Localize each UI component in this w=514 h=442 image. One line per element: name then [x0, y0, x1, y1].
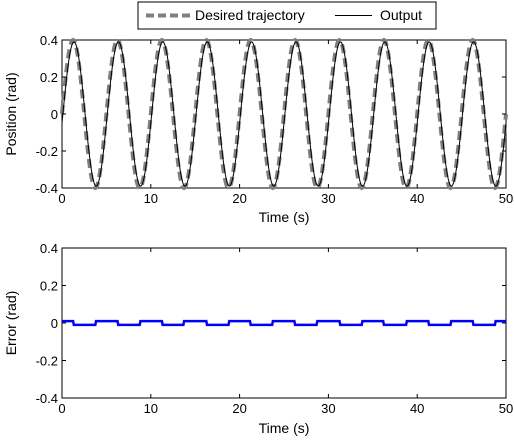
legend: Desired trajectory Output [137, 1, 437, 30]
legend-label-desired: Desired trajectory [195, 7, 305, 23]
position-plot-xtick-label: 40 [410, 191, 424, 206]
position-plot-series [60, 37, 508, 191]
error-plot-xtick-label: 10 [144, 401, 158, 416]
position-plot-xtick-label: 20 [232, 191, 246, 206]
error-plot-series [62, 319, 506, 327]
error-plot-xtick-label: 40 [410, 401, 424, 416]
position-plot-xlabel: Time (s) [259, 209, 310, 225]
error-plot-area [61, 247, 507, 399]
position-plot-series-line-0 [60, 37, 508, 191]
position-plot-area [61, 39, 507, 189]
legend-label-output: Output [380, 7, 422, 23]
error-plot-xtick-label: 50 [499, 401, 513, 416]
error-plot-ytick-label: -0.2 [36, 354, 58, 369]
position-plot-xtick-label: 10 [144, 191, 158, 206]
position-plot: 0 10 20 30 40 50 0.4 0.2 0 -0.2 -0.4 Time (s) Posi… [3, 33, 513, 225]
error-plot-ytick-label: -0.4 [36, 391, 58, 406]
error-plot-series-line-0 [62, 319, 506, 327]
error-plot-ytick-label: 0.2 [40, 279, 58, 294]
error-plot-xtick-label: 20 [232, 401, 246, 416]
error-plot-xlabel: Time (s) [259, 420, 310, 436]
position-plot-series-line-1 [61, 41, 507, 187]
error-plot-ytick-label: 0.4 [40, 241, 58, 256]
error-plot-xtick-label: 0 [58, 401, 65, 416]
error-plot-ylabel: Error (rad) [3, 291, 19, 356]
error-plot-xtick-label: 30 [321, 401, 335, 416]
error-plot-ytick-label: 0 [51, 316, 58, 331]
position-plot-ylabel: Position (rad) [3, 72, 19, 155]
position-plot-ytick-label: 0.4 [40, 33, 58, 48]
error-plot: 0 10 20 30 40 50 0.4 0.2 0 -0.2 -0.4 Time (s) Erro… [3, 241, 513, 436]
position-plot-xtick-label: 0 [58, 191, 65, 206]
position-plot-ytick-label: 0 [51, 107, 58, 122]
position-plot-ytick-label: -0.2 [36, 144, 58, 159]
position-plot-xtick-label: 30 [321, 191, 335, 206]
position-plot-xtick-label: 50 [499, 191, 513, 206]
error-plot-ticks: 0 10 20 30 40 50 0.4 0.2 0 -0.2 -0.4 [36, 241, 514, 416]
position-plot-ytick-label: 0.2 [40, 70, 58, 85]
position-plot-ytick-label: -0.4 [36, 181, 58, 196]
position-plot-ticks: 0 10 20 30 40 50 0.4 0.2 0 -0.2 -0.4 [36, 33, 514, 206]
